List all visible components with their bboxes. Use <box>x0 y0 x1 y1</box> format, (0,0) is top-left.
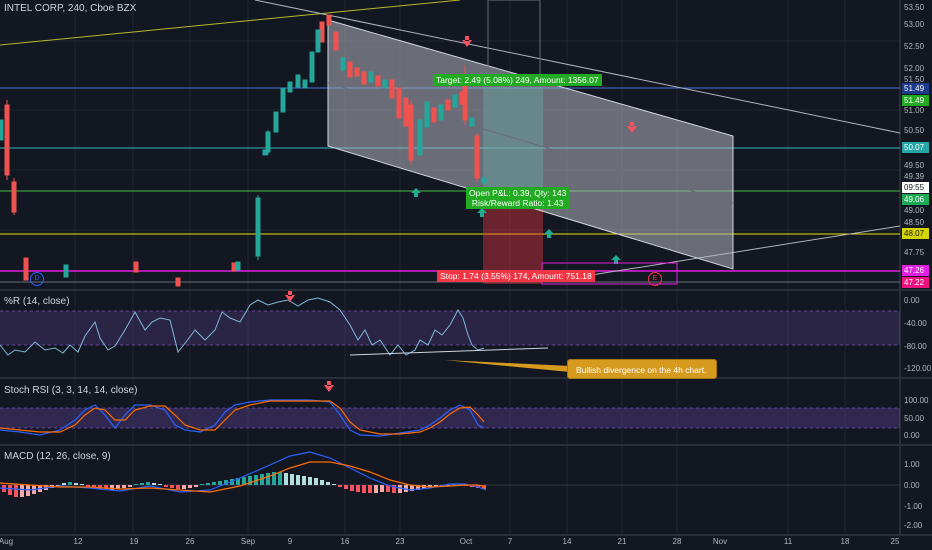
macd-tick: 1.00 <box>904 460 920 469</box>
price-label-48-07: 48.07 <box>902 228 929 239</box>
price-tick: 49.50 <box>904 161 925 170</box>
stoch-d-line[interactable] <box>0 400 485 435</box>
callout-pointer <box>444 360 570 372</box>
time-tick: 19 <box>129 537 139 546</box>
price-label-49-06: 49.06 <box>902 194 929 205</box>
dividend-marker[interactable]: D <box>30 272 44 286</box>
price-label-47-22: 47.22 <box>902 277 929 288</box>
time-tick: Aug <box>0 537 14 546</box>
price-label-49-00: 49.00 <box>902 205 929 216</box>
price-tick: 51.00 <box>904 106 925 115</box>
price-tick: 53.00 <box>904 20 925 29</box>
wr-band <box>0 311 900 345</box>
macd-title[interactable]: MACD (12, 26, close, 9) <box>4 451 111 462</box>
time-tick: 16 <box>340 537 350 546</box>
stop-label[interactable]: Stop: 1.74 (3.55%) 174, Amount: 751.18 <box>437 270 595 282</box>
signal-arrows[interactable] <box>411 36 637 264</box>
time-tick: 21 <box>617 537 627 546</box>
target-label[interactable]: Target: 2.49 (5.08%) 249, Amount: 1356.0… <box>433 74 602 86</box>
time-tick: 7 <box>507 537 513 546</box>
macd-tick: -1.00 <box>904 502 923 511</box>
wr-tick: 0.00 <box>904 296 920 305</box>
price-tick: 47.75 <box>904 248 925 257</box>
williams-r-title[interactable]: %R (14, close) <box>4 296 70 307</box>
time-tick: 18 <box>840 537 850 546</box>
price-tick: 51.50 <box>904 75 925 84</box>
pane-separators <box>0 0 932 536</box>
wr-tick: -80.00 <box>904 342 927 351</box>
price-tick: 52.00 <box>904 64 925 73</box>
wr-line[interactable] <box>0 297 485 356</box>
time-tick: Oct <box>459 537 473 546</box>
wr-tick: -120.00 <box>904 364 932 373</box>
time-tick: 12 <box>73 537 83 546</box>
price-label-51-49-blue: 51.49 <box>902 83 929 94</box>
wr-divergence-line[interactable] <box>349 347 549 356</box>
stoch-rsi-title[interactable]: Stoch RSI (3, 3, 14, 14, close) <box>4 385 138 396</box>
price-tick: 53.50 <box>904 3 925 12</box>
stoch-k-line[interactable] <box>0 399 485 437</box>
stoch-tick: 50.00 <box>904 414 925 423</box>
trendline-yellow[interactable] <box>0 0 461 46</box>
open-pl-text: Open P&L: 0.39, Qty: 143 <box>469 188 567 198</box>
date-range-frame[interactable] <box>487 0 541 76</box>
stoch-tick: 100.00 <box>904 396 929 405</box>
divergence-callout[interactable]: Bullish divergence on the 4h chart. <box>567 359 717 379</box>
trendline-upper[interactable] <box>254 0 901 134</box>
price-candles <box>0 14 487 287</box>
time-tick: 28 <box>672 537 682 546</box>
price-label-50-07: 50.07 <box>902 142 929 153</box>
wr-tick: -40.00 <box>904 319 927 328</box>
price-label-49-39: 49.39 <box>902 171 929 182</box>
stoch-arrow <box>324 381 334 392</box>
pnl-label[interactable]: Open P&L: 0.39, Qty: 143 Risk/Reward Rat… <box>466 187 570 209</box>
price-label-47-26: 47.26 <box>902 265 929 276</box>
symbol-title[interactable]: INTEL CORP, 240, Cboe BZX <box>4 3 137 14</box>
time-tick: Nov <box>712 537 728 546</box>
time-tick: 11 <box>783 537 793 546</box>
macd-signal-line[interactable] <box>0 461 487 493</box>
stoch-tick: 0.00 <box>904 431 920 440</box>
time-tick: 9 <box>287 537 293 546</box>
risk-reward-text: Risk/Reward Ratio: 1.43 <box>471 198 564 208</box>
countdown-label: 09:55 <box>902 182 929 193</box>
time-tick: 14 <box>562 537 572 546</box>
stoch-band <box>0 408 900 428</box>
price-label-51-49-green: 51.49 <box>902 95 929 106</box>
wr-arrow <box>285 291 295 302</box>
channel-midline <box>327 82 734 204</box>
earnings-marker[interactable]: E <box>648 272 662 286</box>
regression-channel[interactable] <box>327 19 734 270</box>
price-tick: 48.50 <box>904 218 925 227</box>
time-tick: Sep <box>240 537 256 546</box>
price-tick: 52.50 <box>904 42 925 51</box>
time-tick: 26 <box>185 537 195 546</box>
time-tick: 25 <box>890 537 900 546</box>
macd-tick: 0.00 <box>904 481 920 490</box>
price-tick: 50.50 <box>904 126 925 135</box>
time-tick: 23 <box>395 537 405 546</box>
macd-tick: -2.00 <box>904 521 923 530</box>
